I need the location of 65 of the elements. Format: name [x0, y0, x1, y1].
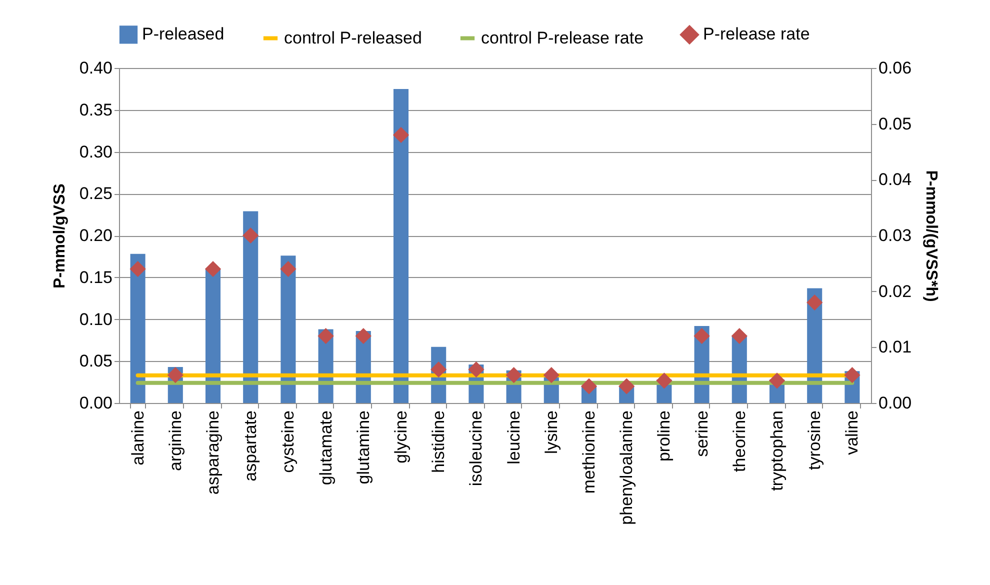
legend-label: P-release rate [703, 24, 810, 44]
y-tick-label: 0.35 [79, 100, 112, 120]
y2-tick-label: 0.06 [878, 58, 912, 78]
x-tick-label: glutamine [354, 410, 373, 484]
y2-tick-label: 0.02 [878, 282, 912, 301]
legend-label: P-released [142, 24, 224, 44]
point [355, 328, 372, 344]
y2-tick-label: 0.04 [878, 170, 912, 190]
y2-tick-label: 0.01 [878, 338, 912, 357]
y2-tick-label: 0.03 [878, 226, 912, 245]
y-tick-label: 0.15 [79, 268, 112, 287]
x-tick-label: tryptophan [768, 410, 786, 491]
point [694, 328, 710, 344]
point [768, 372, 786, 389]
x-tick-label: histidine [429, 410, 448, 473]
point [731, 328, 748, 344]
point [656, 372, 672, 389]
x-tick-label: glutamate [316, 410, 336, 486]
point [318, 328, 334, 344]
legend-label: control P-released [284, 28, 422, 48]
x-tick-label: methionine [580, 410, 598, 494]
x-tick-label: aspartate [241, 410, 260, 482]
x-tick-label: leucine [504, 410, 524, 464]
x-tick-label: theorine [730, 410, 749, 472]
point [392, 126, 410, 144]
point [468, 361, 484, 378]
point [430, 361, 447, 378]
x-tick-label: arginine [166, 410, 185, 471]
y-tick-label: 0.00 [79, 394, 112, 412]
point [543, 367, 560, 384]
x-tick-label: proline [654, 410, 674, 462]
x-tick-label: isoleucine [466, 410, 486, 486]
y2-tick-label: 0.00 [878, 394, 912, 412]
y2-tick-label: 0.05 [878, 114, 912, 134]
point [506, 367, 522, 384]
y-tick-label: 0.20 [79, 226, 112, 245]
point [167, 367, 184, 384]
x-tick-label: lysine [542, 410, 561, 454]
bar [243, 211, 258, 403]
x-tick-label: valine [842, 410, 862, 455]
point [280, 260, 296, 278]
x-tick-label: tyrosine [805, 410, 824, 470]
y-axis-title: P-mmol/gVSS [51, 183, 68, 288]
x-tick-label: serine [692, 410, 712, 457]
bar [130, 254, 146, 403]
bar [393, 88, 409, 403]
x-tick-label: cysteine [278, 410, 298, 473]
x-tick-label: alanine [128, 410, 148, 466]
legend-label: control P-release rate [481, 28, 644, 48]
point [580, 378, 598, 394]
y-tick-label: 0.30 [79, 142, 112, 162]
point [618, 378, 635, 394]
point [130, 260, 146, 278]
y-tick-label: 0.05 [79, 352, 112, 371]
point [806, 294, 823, 311]
y-tick-label: 0.25 [79, 184, 112, 204]
point [844, 367, 860, 384]
point [204, 260, 222, 278]
x-tick-label: glycine [392, 410, 410, 464]
y-tick-label: 0.40 [79, 58, 112, 78]
y2-axis-title: P-mmol/(gVSS*h) [922, 170, 940, 302]
point [242, 227, 259, 244]
x-tick-label: phenyloalanine [617, 410, 636, 525]
x-tick-label: asparagine [204, 410, 222, 495]
y-tick-label: 0.10 [79, 310, 112, 329]
